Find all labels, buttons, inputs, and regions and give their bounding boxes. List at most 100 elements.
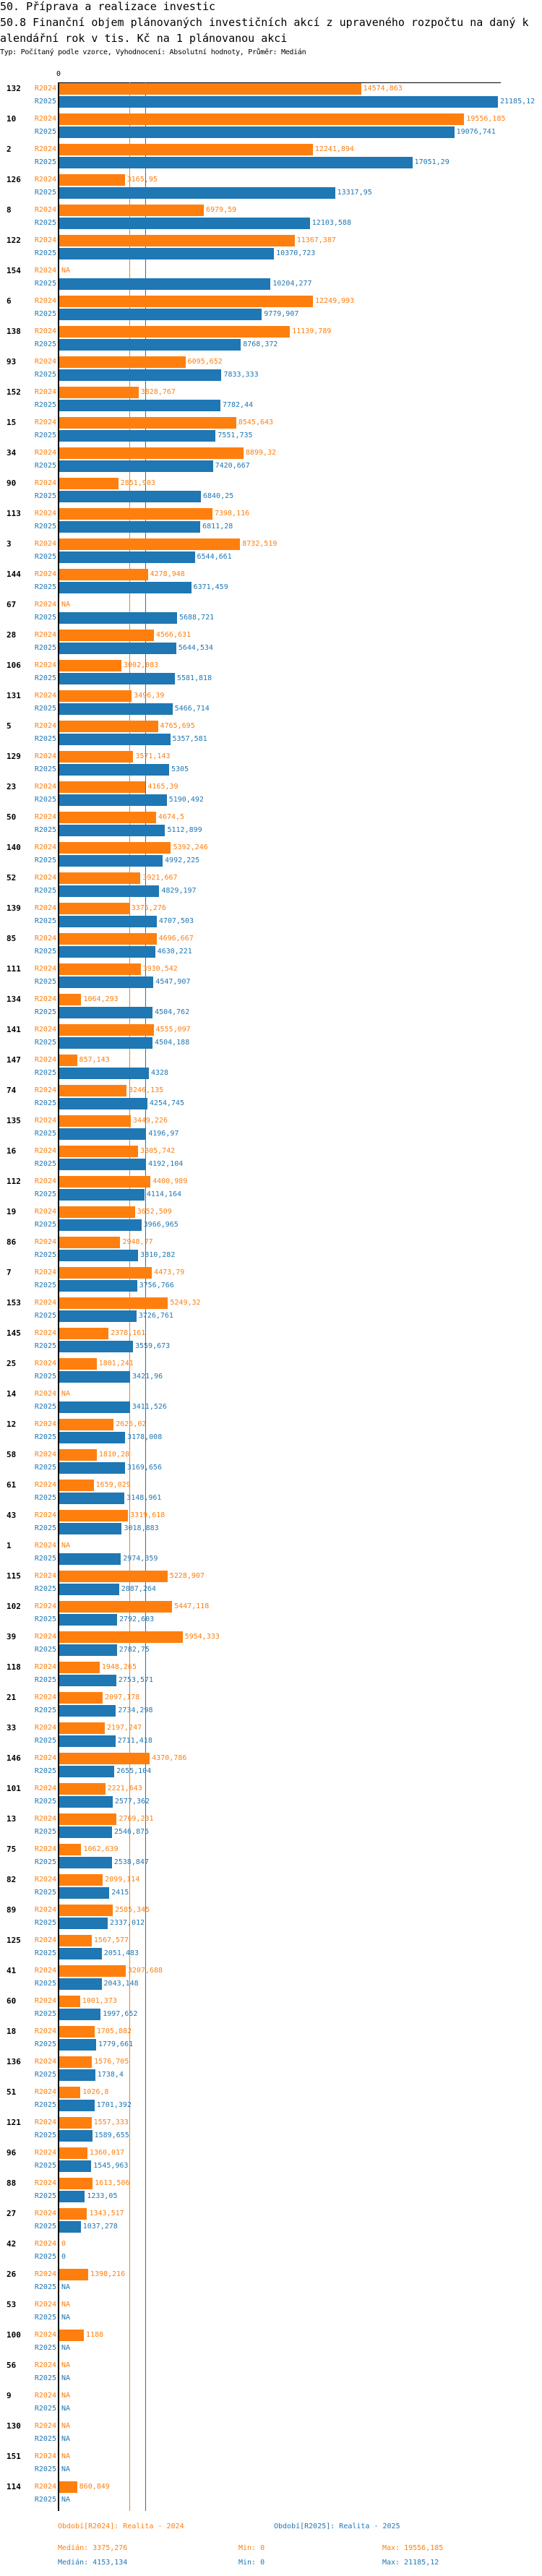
series-label-r2024: R2024 [34, 297, 56, 305]
series-label-r2024: R2024 [34, 1906, 56, 1914]
data-label: 2099,114 [105, 1876, 140, 1884]
series-label-r2025: R2025 [34, 2374, 56, 2382]
series-label-r2025: R2025 [34, 432, 56, 439]
series-label-r2025: R2025 [34, 1858, 56, 1866]
series-label-r2024: R2024 [34, 904, 56, 912]
series-label-r2025: R2025 [34, 1889, 56, 1897]
bar-r2024 [59, 2056, 93, 2068]
data-label: 5249,32 [170, 1299, 201, 1307]
data-label: 5228,907 [169, 1572, 205, 1580]
bar-r2024 [59, 1206, 135, 1218]
bar-r2025 [59, 339, 241, 351]
series-label-r2025: R2025 [34, 1949, 56, 1957]
data-label: 6979,59 [205, 206, 237, 214]
bar-r2025 [59, 1523, 122, 1534]
series-label-r2024: R2024 [34, 1633, 56, 1641]
data-label: 4504,762 [155, 1008, 190, 1016]
bar-r2025 [59, 643, 176, 654]
series-label-r2025: R2025 [34, 2101, 56, 2109]
bar-r2024 [59, 1692, 103, 1704]
group-label: 89 [7, 1905, 17, 1915]
data-label: 4370,786 [152, 1754, 187, 1762]
bar-r2025 [59, 2160, 92, 2172]
data-label: 5392,246 [173, 843, 208, 851]
bar-r2025 [59, 218, 310, 229]
series-label-r2024: R2024 [34, 358, 56, 366]
group-label: 139 [7, 903, 21, 913]
series-label-r2025: R2025 [34, 1980, 56, 1988]
series-label-r2025: R2025 [34, 644, 56, 652]
group-label: 122 [7, 236, 21, 245]
bar-r2025 [59, 1675, 116, 1686]
data-label: 1398,216 [90, 2270, 126, 2278]
bar-r2025 [59, 1796, 113, 1808]
bar-r2025 [59, 2191, 85, 2202]
data-label: 3559,673 [134, 1342, 171, 1350]
group-label: 106 [7, 661, 21, 670]
series-label-r2024: R2024 [34, 1542, 56, 1550]
bar-r2024 [59, 1965, 126, 1977]
group-label: 147 [7, 1055, 21, 1065]
group-label: 140 [7, 843, 21, 852]
series-label-r2025: R2025 [34, 523, 56, 531]
series-label-r2025: R2025 [34, 2223, 56, 2231]
data-label: 4473,79 [154, 1268, 185, 1276]
data-label: 4829,197 [161, 887, 197, 895]
bar-r2025 [59, 187, 335, 199]
bar-r2024 [59, 903, 129, 914]
group-label: 26 [7, 2270, 17, 2279]
data-label: 2782,75 [119, 1646, 150, 1654]
data-label: NA [61, 2452, 71, 2460]
series-label-r2025: R2025 [34, 2435, 56, 2443]
bar-r2025 [59, 734, 171, 745]
data-label: 2197,247 [106, 1724, 142, 1732]
data-label: 3496,39 [134, 692, 165, 700]
bar-r2025 [59, 521, 201, 533]
group-label: 136 [7, 2057, 21, 2066]
series-label-r2025: R2025 [34, 280, 56, 288]
bar-r2024 [59, 1085, 126, 1096]
group-label: 41 [7, 1966, 17, 1975]
series-label-r2024: R2024 [34, 2483, 56, 2491]
bar-r2024 [59, 1055, 77, 1066]
bar-r2024 [59, 174, 125, 186]
bar-r2025 [59, 1432, 126, 1443]
series-label-r2024: R2024 [34, 601, 56, 609]
data-label: 12103,588 [311, 219, 351, 227]
data-label: 12241,894 [314, 145, 354, 153]
series-label-r2025: R2025 [34, 856, 56, 864]
data-label: 7398,116 [214, 510, 250, 518]
bar-r2024 [59, 1722, 105, 1734]
series-label-r2025: R2025 [34, 1312, 56, 1320]
bar-r2024 [59, 1297, 168, 1309]
group-label: 43 [7, 1511, 17, 1520]
bar-r2024 [59, 2178, 93, 2189]
series-label-r2024: R2024 [34, 145, 56, 153]
group-label: 138 [7, 327, 21, 336]
data-label: 3828,767 [140, 388, 176, 396]
bar-r2024 [59, 1176, 151, 1188]
bar-r2024 [59, 1874, 103, 1886]
bar-r2024 [59, 508, 212, 520]
bar-r2025 [59, 1584, 119, 1595]
data-label: 0 [61, 2240, 66, 2248]
series-label-r2025: R2025 [34, 1798, 56, 1806]
group-label: 14 [7, 1389, 17, 1399]
bar-r2024 [59, 1510, 129, 1521]
bar-r2025 [59, 1462, 125, 1474]
bar-r2025 [59, 1037, 153, 1049]
bar-r2025 [59, 673, 175, 684]
series-label-r2024: R2024 [34, 267, 56, 275]
y-axis-line [58, 82, 59, 2511]
series-label-r2024: R2024 [34, 85, 56, 93]
series-label-r2025: R2025 [34, 189, 56, 197]
series-label-r2025: R2025 [34, 978, 56, 986]
bar-r2025 [59, 1310, 137, 1322]
group-label: 74 [7, 1086, 17, 1095]
data-label: 3726,761 [138, 1312, 173, 1320]
data-label: 7551,735 [218, 432, 253, 439]
series-label-r2024: R2024 [34, 631, 56, 639]
group-label: 58 [7, 1450, 17, 1459]
data-label: 3018,883 [124, 1524, 159, 1532]
